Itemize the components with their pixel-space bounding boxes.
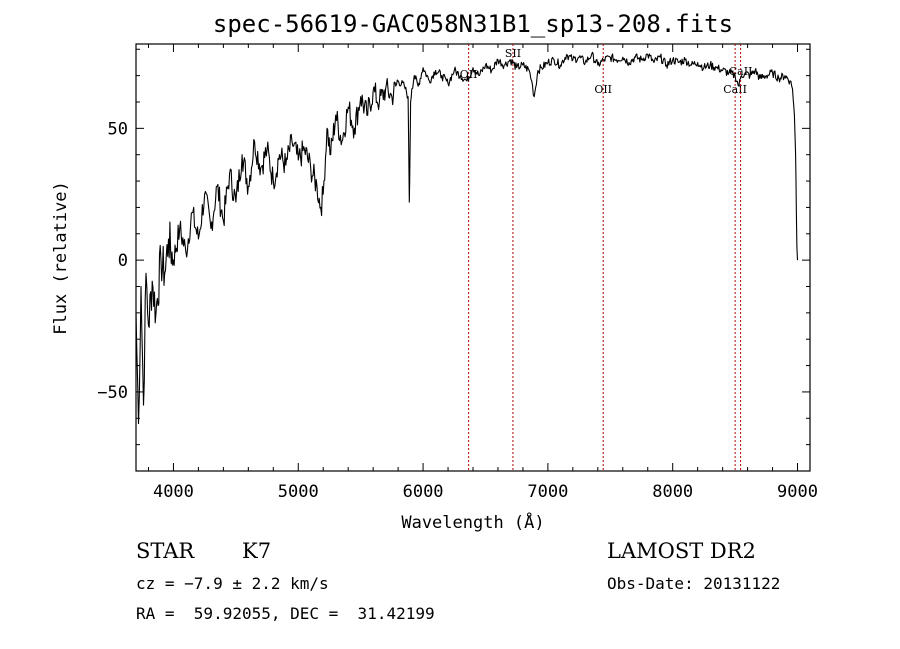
axis-ticks: 4000 5000 6000 7000 8000 9000 −50 0 50 [97, 44, 818, 502]
line-marker-label-3: CaII [723, 83, 747, 96]
x-tick-label-8000: 8000 [652, 482, 693, 502]
y-tick-label-2: 50 [108, 119, 128, 139]
x-tick-label-5000: 5000 [278, 482, 319, 502]
y-tick-label-1: 0 [118, 251, 128, 271]
redshift-text: cz = −7.9 ± 2.2 km/s [136, 574, 329, 593]
line-marker-label-1: SII [505, 47, 521, 60]
x-tick-label-7000: 7000 [527, 482, 568, 502]
x-tick-label-6000: 6000 [403, 482, 444, 502]
spectrum-series [135, 51, 799, 425]
object-class: STAR [136, 539, 195, 563]
line-marker-label-2: OII [594, 83, 612, 96]
x-tick-label-9000: 9000 [777, 482, 818, 502]
y-axis-label: Flux (relative) [51, 181, 71, 335]
x-axis-label: Wavelength (Å) [401, 511, 544, 533]
observation-date: Obs-Date: 20131122 [607, 574, 781, 593]
object-subclass: K7 [242, 539, 272, 563]
series-line-0 [135, 51, 799, 425]
line-marker-label-0: OII [460, 68, 478, 81]
y-tick-label-0: −50 [97, 383, 128, 403]
coordinates-text: RA = 59.92055, DEC = 31.42199 [136, 604, 435, 623]
chart-title: spec-56619-GAC058N31B1_sp13-208.fits [213, 10, 733, 38]
survey-name: LAMOST DR2 [607, 539, 756, 563]
plot-area-frame [135, 43, 811, 472]
x-tick-label-4000: 4000 [153, 482, 194, 502]
